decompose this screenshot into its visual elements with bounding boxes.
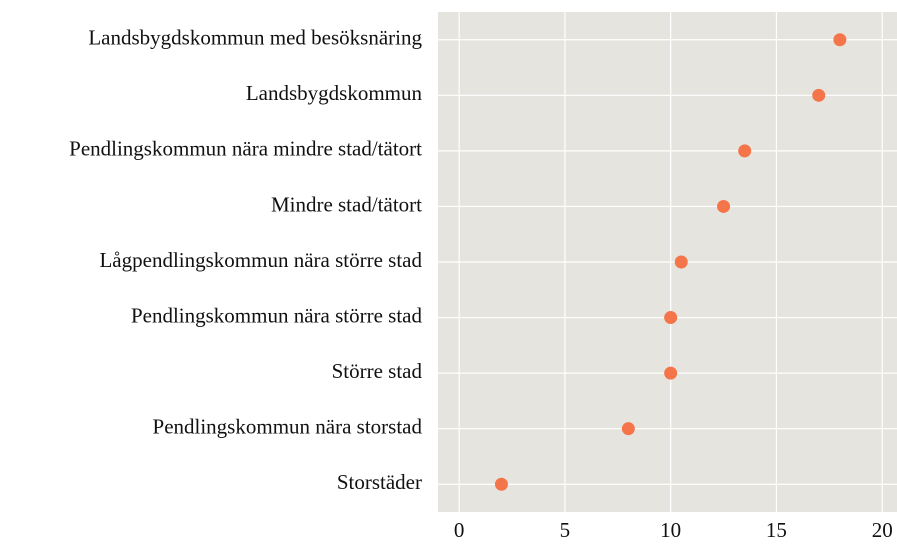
- dot: [833, 33, 847, 47]
- dot: [674, 255, 688, 269]
- dot: [812, 88, 826, 102]
- dot: [717, 199, 731, 213]
- x-tick-label: 15: [766, 518, 787, 542]
- dot: [621, 422, 635, 436]
- y-tick-label: Pendlingskommun nära mindre stad/tätort: [69, 137, 422, 161]
- x-tick-label: 20: [872, 518, 893, 542]
- x-tick-label: 10: [660, 518, 681, 542]
- dot: [664, 311, 678, 325]
- y-tick-label: Pendlingskommun nära storstad: [153, 414, 423, 438]
- dot: [494, 477, 508, 491]
- y-tick-label: Landsbygdskommun: [246, 81, 423, 105]
- dot: [664, 366, 678, 380]
- dot: [738, 144, 752, 158]
- y-tick-label: Storstäder: [337, 470, 422, 494]
- y-tick-label: Större stad: [332, 359, 423, 383]
- y-tick-label: Pendlingskommun nära större stad: [131, 303, 423, 327]
- y-tick-label: Lågpendlingskommun nära större stad: [99, 248, 422, 272]
- y-tick-label: Landsbygdskommun med besöksnäring: [88, 26, 422, 50]
- y-tick-label: Mindre stad/tätort: [271, 192, 422, 216]
- x-tick-label: 5: [560, 518, 571, 542]
- x-tick-label: 0: [454, 518, 465, 542]
